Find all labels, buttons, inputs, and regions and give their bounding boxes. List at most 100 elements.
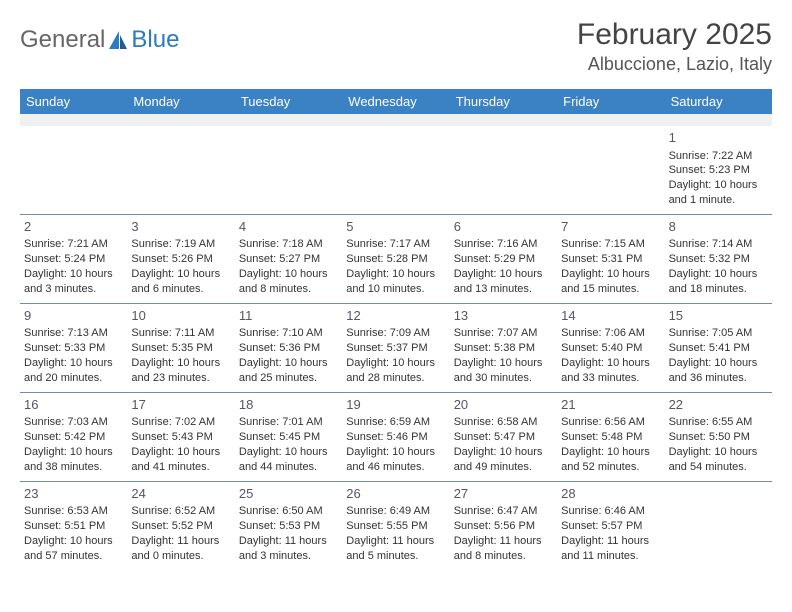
daylight-label: and 38 minutes. — [24, 460, 123, 475]
sunrise-label: Sunrise: 7:02 AM — [131, 415, 230, 430]
day-number: 10 — [131, 307, 230, 325]
daylight-label: Daylight: 10 hours — [24, 267, 123, 282]
empty-cell — [557, 126, 664, 214]
sunrise-label: Sunrise: 7:19 AM — [131, 237, 230, 252]
daylight-label: and 18 minutes. — [669, 282, 768, 297]
sunset-label: Sunset: 5:24 PM — [24, 252, 123, 267]
sunset-label: Sunset: 5:55 PM — [346, 519, 445, 534]
daylight-label: and 11 minutes. — [561, 549, 660, 564]
logo: General Blue — [20, 26, 179, 54]
daylight-label: Daylight: 10 hours — [669, 445, 768, 460]
sunset-label: Sunset: 5:50 PM — [669, 430, 768, 445]
empty-cell — [20, 126, 127, 214]
empty-cell — [235, 126, 342, 214]
day-cell: 8Sunrise: 7:14 AMSunset: 5:32 PMDaylight… — [665, 215, 772, 303]
day-number: 18 — [239, 396, 338, 414]
daylight-label: and 33 minutes. — [561, 371, 660, 386]
day-number: 24 — [131, 485, 230, 503]
daylight-label: and 25 minutes. — [239, 371, 338, 386]
day-number: 23 — [24, 485, 123, 503]
sunrise-label: Sunrise: 6:53 AM — [24, 504, 123, 519]
sunset-label: Sunset: 5:37 PM — [346, 341, 445, 356]
day-cell: 23Sunrise: 6:53 AMSunset: 5:51 PMDayligh… — [20, 482, 127, 570]
day-cell: 18Sunrise: 7:01 AMSunset: 5:45 PMDayligh… — [235, 393, 342, 481]
day-number: 17 — [131, 396, 230, 414]
day-number: 9 — [24, 307, 123, 325]
sunrise-label: Sunrise: 7:22 AM — [669, 149, 768, 164]
day-number: 20 — [454, 396, 553, 414]
day-number: 8 — [669, 218, 768, 236]
sunrise-label: Sunrise: 7:06 AM — [561, 326, 660, 341]
daylight-label: and 10 minutes. — [346, 282, 445, 297]
daylight-label: and 36 minutes. — [669, 371, 768, 386]
spacer-row — [20, 114, 772, 126]
daylight-label: Daylight: 10 hours — [346, 445, 445, 460]
day-number: 15 — [669, 307, 768, 325]
day-number: 1 — [669, 129, 768, 147]
daylight-label: and 13 minutes. — [454, 282, 553, 297]
daylight-label: and 15 minutes. — [561, 282, 660, 297]
calendar: Sunday Monday Tuesday Wednesday Thursday… — [20, 89, 772, 570]
daylight-label: and 28 minutes. — [346, 371, 445, 386]
daylight-label: Daylight: 11 hours — [454, 534, 553, 549]
day-header: Tuesday — [235, 89, 342, 114]
daylight-label: and 54 minutes. — [669, 460, 768, 475]
day-cell: 3Sunrise: 7:19 AMSunset: 5:26 PMDaylight… — [127, 215, 234, 303]
daylight-label: Daylight: 10 hours — [346, 267, 445, 282]
sunset-label: Sunset: 5:41 PM — [669, 341, 768, 356]
location-label: Albuccione, Lazio, Italy — [577, 54, 772, 75]
daylight-label: Daylight: 11 hours — [561, 534, 660, 549]
sunrise-label: Sunrise: 6:47 AM — [454, 504, 553, 519]
day-number: 13 — [454, 307, 553, 325]
sunset-label: Sunset: 5:57 PM — [561, 519, 660, 534]
sunset-label: Sunset: 5:42 PM — [24, 430, 123, 445]
sunset-label: Sunset: 5:45 PM — [239, 430, 338, 445]
week-row: 23Sunrise: 6:53 AMSunset: 5:51 PMDayligh… — [20, 481, 772, 570]
empty-cell — [450, 126, 557, 214]
sunset-label: Sunset: 5:33 PM — [24, 341, 123, 356]
sunset-label: Sunset: 5:40 PM — [561, 341, 660, 356]
day-cell: 1Sunrise: 7:22 AMSunset: 5:23 PMDaylight… — [665, 126, 772, 214]
sunrise-label: Sunrise: 7:13 AM — [24, 326, 123, 341]
daylight-label: Daylight: 10 hours — [131, 356, 230, 371]
day-cell: 26Sunrise: 6:49 AMSunset: 5:55 PMDayligh… — [342, 482, 449, 570]
empty-cell — [127, 126, 234, 214]
daylight-label: Daylight: 10 hours — [454, 356, 553, 371]
day-number: 21 — [561, 396, 660, 414]
day-cell: 28Sunrise: 6:46 AMSunset: 5:57 PMDayligh… — [557, 482, 664, 570]
daylight-label: Daylight: 10 hours — [561, 267, 660, 282]
sunrise-label: Sunrise: 7:10 AM — [239, 326, 338, 341]
daylight-label: Daylight: 10 hours — [454, 445, 553, 460]
sunrise-label: Sunrise: 7:16 AM — [454, 237, 553, 252]
daylight-label: Daylight: 10 hours — [669, 356, 768, 371]
day-cell: 10Sunrise: 7:11 AMSunset: 5:35 PMDayligh… — [127, 304, 234, 392]
sunset-label: Sunset: 5:56 PM — [454, 519, 553, 534]
sunrise-label: Sunrise: 6:58 AM — [454, 415, 553, 430]
sunrise-label: Sunrise: 6:59 AM — [346, 415, 445, 430]
sunrise-label: Sunrise: 6:55 AM — [669, 415, 768, 430]
day-cell: 25Sunrise: 6:50 AMSunset: 5:53 PMDayligh… — [235, 482, 342, 570]
day-header: Sunday — [20, 89, 127, 114]
daylight-label: and 3 minutes. — [239, 549, 338, 564]
sunset-label: Sunset: 5:29 PM — [454, 252, 553, 267]
daylight-label: Daylight: 10 hours — [561, 356, 660, 371]
day-number: 12 — [346, 307, 445, 325]
day-number: 14 — [561, 307, 660, 325]
week-row: 16Sunrise: 7:03 AMSunset: 5:42 PMDayligh… — [20, 392, 772, 481]
sunrise-label: Sunrise: 7:21 AM — [24, 237, 123, 252]
sunrise-label: Sunrise: 7:14 AM — [669, 237, 768, 252]
day-cell: 7Sunrise: 7:15 AMSunset: 5:31 PMDaylight… — [557, 215, 664, 303]
sunrise-label: Sunrise: 7:09 AM — [346, 326, 445, 341]
day-number: 26 — [346, 485, 445, 503]
day-cell: 9Sunrise: 7:13 AMSunset: 5:33 PMDaylight… — [20, 304, 127, 392]
day-cell: 11Sunrise: 7:10 AMSunset: 5:36 PMDayligh… — [235, 304, 342, 392]
day-cell: 15Sunrise: 7:05 AMSunset: 5:41 PMDayligh… — [665, 304, 772, 392]
day-number: 5 — [346, 218, 445, 236]
daylight-label: and 3 minutes. — [24, 282, 123, 297]
daylight-label: Daylight: 10 hours — [131, 445, 230, 460]
daylight-label: Daylight: 10 hours — [454, 267, 553, 282]
day-number: 6 — [454, 218, 553, 236]
sunrise-label: Sunrise: 7:03 AM — [24, 415, 123, 430]
sunrise-label: Sunrise: 6:50 AM — [239, 504, 338, 519]
day-number: 19 — [346, 396, 445, 414]
